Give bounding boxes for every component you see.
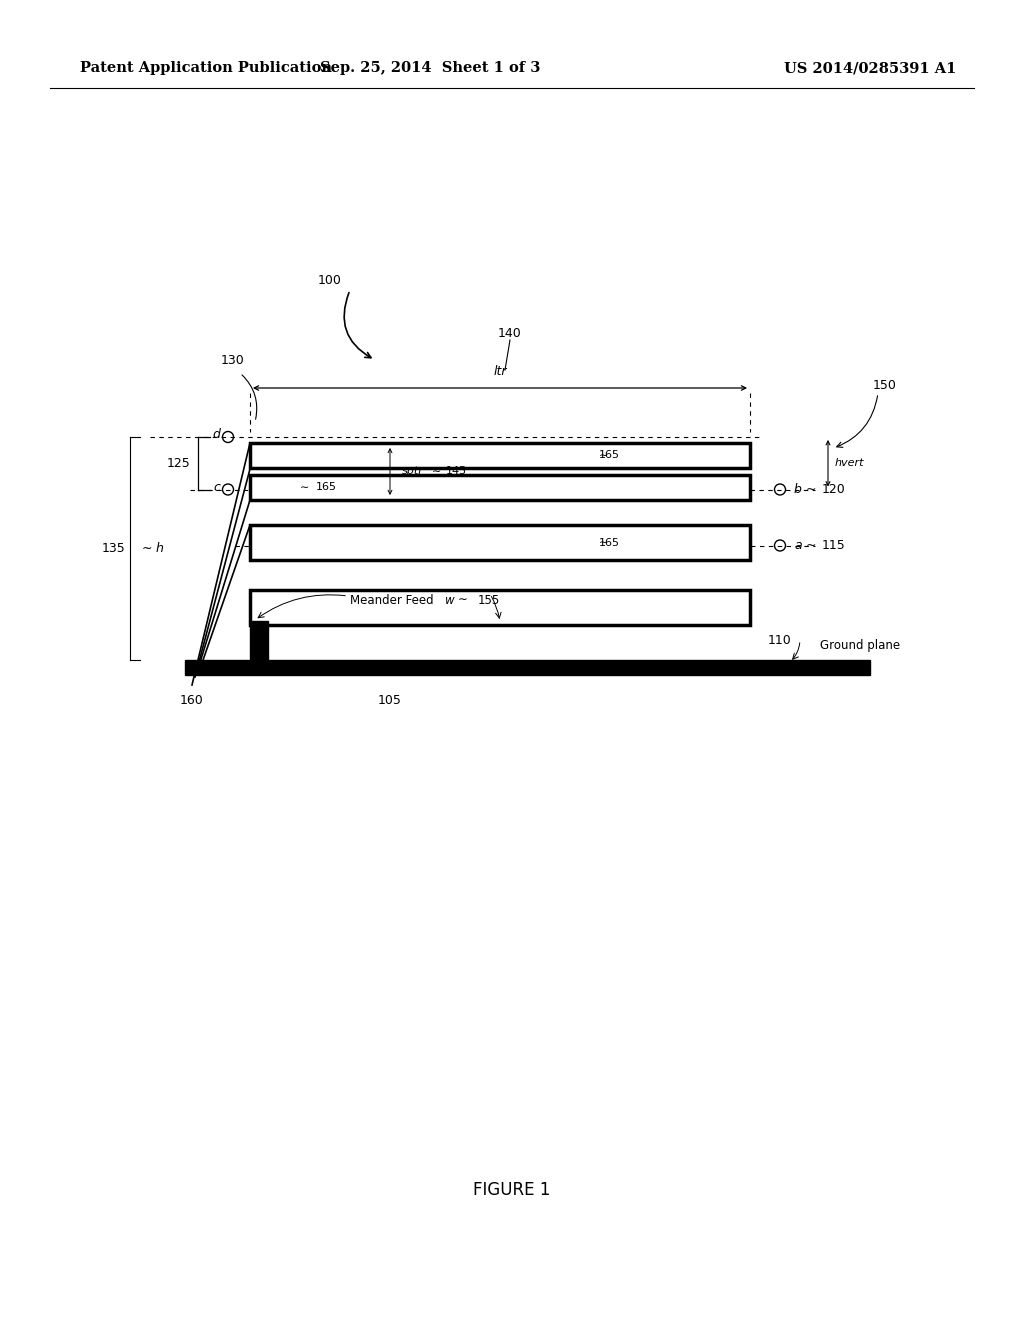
- Text: 100: 100: [318, 273, 342, 286]
- Bar: [185, 660, 870, 675]
- Text: 115: 115: [822, 539, 846, 552]
- Text: hvert: hvert: [835, 458, 864, 469]
- Bar: [250, 525, 750, 560]
- Text: ∼: ∼: [300, 483, 309, 492]
- Text: ∼: ∼: [599, 537, 608, 548]
- Bar: [250, 590, 750, 624]
- Bar: [250, 444, 750, 469]
- Text: 105: 105: [378, 693, 402, 706]
- Text: 145: 145: [446, 466, 467, 477]
- Text: 130: 130: [221, 354, 245, 367]
- Text: sptr: sptr: [402, 466, 424, 477]
- Text: 150: 150: [873, 379, 897, 392]
- Text: Meander Feed: Meander Feed: [350, 594, 433, 606]
- Text: ltr: ltr: [494, 366, 507, 378]
- Text: 165: 165: [599, 537, 620, 548]
- Text: FIGURE 1: FIGURE 1: [473, 1181, 551, 1199]
- Text: 155: 155: [478, 594, 501, 606]
- Text: 135: 135: [101, 543, 125, 554]
- Text: b: b: [794, 483, 802, 496]
- Text: ∼: ∼: [432, 466, 441, 477]
- Text: ∼: ∼: [458, 594, 468, 606]
- Text: Sep. 25, 2014  Sheet 1 of 3: Sep. 25, 2014 Sheet 1 of 3: [319, 61, 541, 75]
- Text: h: h: [156, 543, 164, 554]
- Text: d: d: [212, 429, 220, 441]
- Text: 140: 140: [498, 327, 522, 341]
- Text: Ground plane: Ground plane: [820, 639, 900, 652]
- Text: US 2014/0285391 A1: US 2014/0285391 A1: [783, 61, 956, 75]
- Text: 125: 125: [166, 457, 190, 470]
- Text: a: a: [794, 539, 802, 552]
- Text: 160: 160: [180, 693, 204, 706]
- Text: w: w: [445, 594, 455, 606]
- Text: ∼: ∼: [142, 543, 153, 554]
- Text: 165: 165: [316, 483, 337, 492]
- Text: 165: 165: [599, 450, 620, 461]
- Bar: [250, 620, 268, 660]
- Text: c: c: [213, 480, 220, 494]
- Text: 110: 110: [768, 634, 792, 647]
- Text: ∼: ∼: [599, 450, 608, 461]
- Text: Patent Application Publication: Patent Application Publication: [80, 61, 332, 75]
- Text: ∼: ∼: [806, 483, 816, 496]
- Text: 120: 120: [822, 483, 846, 496]
- Bar: [250, 475, 750, 500]
- Text: ∼: ∼: [806, 539, 816, 552]
